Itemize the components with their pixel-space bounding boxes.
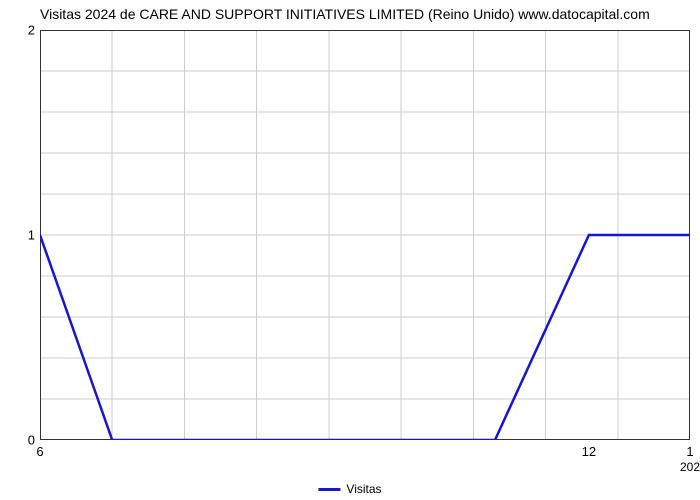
legend-swatch (318, 488, 340, 491)
chart-plot-area (40, 30, 690, 440)
x-tick-label: 6 (36, 444, 43, 459)
y-tick-label: 0 (28, 433, 35, 448)
x-tick-sublabel: 202 (680, 460, 700, 474)
y-tick-label: 2 (28, 23, 35, 38)
x-tick-label: 1 (686, 444, 693, 459)
chart-title: Visitas 2024 de CARE AND SUPPORT INITIAT… (40, 6, 650, 22)
x-tick-label: 12 (582, 444, 596, 459)
y-tick-label: 1 (28, 228, 35, 243)
chart-legend: Visitas (318, 482, 381, 496)
legend-label: Visitas (346, 482, 381, 496)
chart-svg (40, 30, 690, 440)
